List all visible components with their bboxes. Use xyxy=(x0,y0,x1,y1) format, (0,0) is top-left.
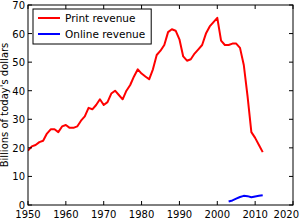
y-tick-label: 70 xyxy=(12,0,25,11)
x-tick xyxy=(255,5,256,9)
y-tick xyxy=(28,33,32,34)
x-tick xyxy=(293,5,294,9)
x-tick xyxy=(103,201,104,205)
y-tick-label: 40 xyxy=(12,86,25,97)
x-tick xyxy=(65,201,66,205)
legend: Print revenue Online revenue xyxy=(33,9,151,44)
y-tick xyxy=(289,33,293,34)
y-tick-label: 30 xyxy=(12,114,25,125)
y-tick xyxy=(289,205,293,206)
x-tick xyxy=(103,5,104,9)
x-tick xyxy=(141,201,142,205)
plot-frame xyxy=(28,5,293,205)
y-tick-label: 60 xyxy=(12,29,25,40)
legend-swatch xyxy=(38,33,60,35)
y-tick xyxy=(28,62,32,63)
plot-background xyxy=(28,5,293,205)
x-tick-label: 1980 xyxy=(129,209,154,220)
y-tick xyxy=(289,176,293,177)
x-tick xyxy=(179,5,180,9)
x-tick-label: 2000 xyxy=(205,209,230,220)
x-tick-label: 1960 xyxy=(53,209,78,220)
x-tick xyxy=(28,5,29,9)
y-tick xyxy=(28,176,32,177)
x-tick-label: 1970 xyxy=(91,209,116,220)
x-tick xyxy=(179,201,180,205)
x-tick-label: 1990 xyxy=(167,209,192,220)
y-tick-label: 20 xyxy=(12,143,25,154)
y-tick xyxy=(28,205,32,206)
legend-swatch xyxy=(38,17,60,19)
series-group xyxy=(28,18,263,202)
legend-label: Online revenue xyxy=(65,28,145,40)
y-tick xyxy=(289,147,293,148)
x-tick-label: 1950 xyxy=(15,209,40,220)
legend-label: Print revenue xyxy=(65,12,135,24)
x-tick xyxy=(141,5,142,9)
x-tick xyxy=(28,201,29,205)
x-tick xyxy=(217,201,218,205)
y-tick xyxy=(289,119,293,120)
y-tick xyxy=(28,119,32,120)
x-tick xyxy=(217,5,218,9)
legend-box xyxy=(33,9,151,44)
chart: 0102030405060701950196019701980199020002… xyxy=(0,0,300,223)
y-tick xyxy=(28,90,32,91)
x-tick xyxy=(293,201,294,205)
y-tick xyxy=(289,5,293,6)
y-tick xyxy=(28,5,32,6)
y-tick-label: 50 xyxy=(12,57,25,68)
x-tick xyxy=(65,5,66,9)
y-tick xyxy=(28,147,32,148)
x-tick-label: 2020 xyxy=(274,209,299,220)
y-tick xyxy=(289,90,293,91)
y-axis-label: Billions of today's dollars xyxy=(0,43,10,168)
y-tick xyxy=(289,62,293,63)
series-line xyxy=(229,195,263,201)
x-tick xyxy=(255,201,256,205)
y-tick-label: 10 xyxy=(12,171,25,182)
x-tick-label: 2010 xyxy=(242,209,267,220)
